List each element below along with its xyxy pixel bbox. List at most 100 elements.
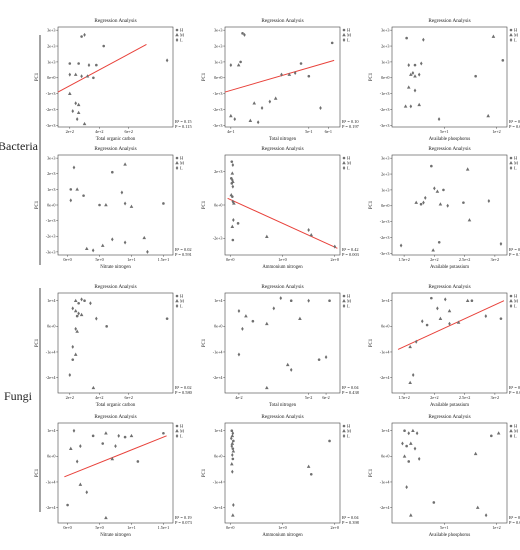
y-tick-label: -1e+3 [380, 219, 390, 224]
data-point-l [146, 249, 149, 254]
legend-label: H [514, 294, 518, 299]
data-point-l [280, 72, 283, 77]
legend: HML [342, 28, 351, 43]
data-point-l [401, 441, 404, 446]
data-point-l [71, 109, 75, 114]
data-point-h [309, 472, 313, 476]
data-point-l [319, 105, 322, 110]
legend-marker-m [175, 33, 179, 37]
data-point-h [91, 434, 95, 438]
data-point-m [129, 433, 134, 438]
data-point-l [75, 117, 79, 122]
stat-p: P = 0.649 [509, 520, 520, 525]
data-point-m [230, 171, 235, 175]
legend-label: M [514, 33, 518, 38]
data-point-l [422, 200, 425, 205]
data-point-l [307, 298, 310, 303]
data-point-m [465, 167, 470, 171]
data-point-m [273, 96, 278, 100]
data-point-l [268, 99, 272, 104]
x-tick-label: 3e+2 [491, 395, 499, 400]
legend-marker-h [509, 424, 513, 428]
legend-marker-h [175, 424, 179, 428]
legend: HML [342, 294, 351, 309]
legend-marker-l [175, 166, 179, 170]
y-tick-label: 0e+0 [381, 324, 389, 329]
legend-marker-h [175, 294, 179, 298]
panel-title: Regression Analysis [428, 18, 470, 24]
data-point-h [241, 32, 244, 35]
y-tick-label: -3e+3 [46, 249, 56, 254]
data-point-h [77, 62, 80, 65]
legend-marker-l [342, 304, 346, 308]
data-point-l [423, 195, 427, 200]
data-point-m [110, 456, 115, 461]
regression-line [64, 435, 167, 478]
legend-marker-m [342, 161, 346, 165]
y-tick-label: -2e+4 [46, 505, 57, 510]
data-point-l [75, 459, 79, 464]
data-point-m [413, 74, 417, 78]
data-point-l [74, 101, 77, 106]
x-axis-label: Nitrate nitrogen [100, 265, 131, 270]
legend-marker-l [175, 304, 179, 308]
x-tick-label: 4e+2 [95, 129, 103, 134]
x-axis-label: Total nitrogen [269, 403, 297, 408]
data-point-l [231, 469, 234, 474]
y-tick-label: 1e+3 [47, 59, 55, 64]
stat-p: P = 0.115 [175, 124, 192, 129]
data-point-h [251, 319, 255, 323]
x-tick-label: 2e+2 [66, 129, 74, 134]
y-tick-label: 0e+0 [214, 324, 222, 329]
y-tick-label: -1e+4 [46, 349, 57, 354]
data-point-l [324, 355, 328, 360]
legend-label: H [180, 156, 184, 161]
y-tick-label: 0e+0 [381, 75, 389, 80]
legend-label: L [180, 38, 183, 43]
data-point-l [230, 444, 234, 449]
data-point-m [402, 454, 407, 458]
y-tick-label: -2e+3 [380, 235, 390, 240]
legend-marker-h [342, 156, 346, 160]
stat-p: P = 0.003 [342, 252, 360, 257]
y-axis-label: PC1 [35, 468, 40, 477]
x-axis-label: Available potassium [430, 403, 469, 408]
data-point-h [289, 299, 293, 302]
data-point-l [91, 248, 95, 253]
y-tick-label: -1e+4 [380, 349, 391, 354]
data-point-l [243, 32, 246, 37]
regression-line [397, 300, 505, 350]
y-tick-label: 1e+4 [214, 298, 223, 303]
data-point-m [67, 91, 72, 95]
data-point-l [231, 453, 234, 458]
y-tick-label: -2e+3 [46, 234, 56, 239]
y-axis-label: PC1 [202, 338, 207, 347]
data-point-m [236, 63, 241, 67]
stat-r2: R² = 0.01 [509, 515, 520, 520]
plot-frame [391, 26, 508, 128]
y-tick-label: 1e+3 [47, 187, 55, 192]
data-point-l [80, 297, 83, 302]
data-point-m [229, 113, 233, 118]
data-point-l [436, 306, 439, 311]
data-point-m [230, 433, 235, 438]
x-axis-label: Total organic carbon [96, 137, 136, 142]
data-point-l [83, 32, 86, 37]
data-point-m [408, 380, 412, 385]
data-point-l [72, 165, 76, 170]
x-tick-label: 2e+2 [430, 257, 438, 262]
data-point-m [447, 308, 452, 313]
data-point-l [260, 105, 264, 110]
data-point-l [123, 240, 127, 245]
data-point-m [100, 243, 105, 247]
y-axis-label: PC1 [35, 338, 40, 347]
data-point-l [68, 373, 72, 378]
legend-marker-m [509, 161, 513, 165]
legend-marker-m [509, 299, 513, 303]
data-point-h [328, 439, 331, 443]
data-point-m [475, 505, 480, 509]
legend-label: H [514, 156, 518, 161]
data-point-h [82, 194, 85, 197]
legend-label: H [347, 294, 351, 299]
y-tick-label: -2e+4 [46, 375, 57, 380]
